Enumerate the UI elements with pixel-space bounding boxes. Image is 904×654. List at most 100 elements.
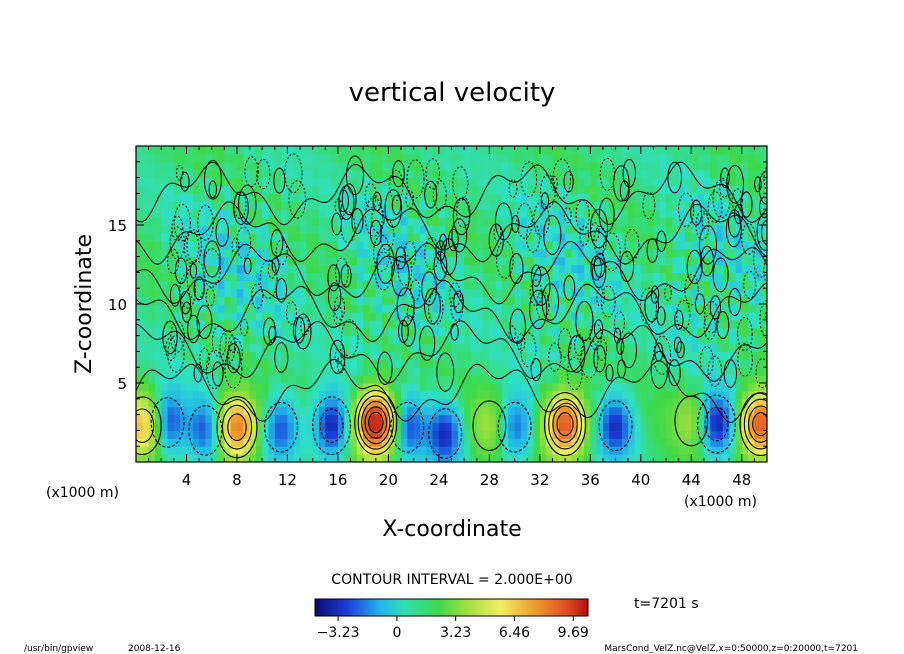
heatmap-cell [647,272,655,281]
heatmap-cell [199,311,207,321]
heatmap-cell [584,422,591,431]
contour-line [369,219,383,246]
heatmap-cell [375,335,383,345]
heatmap-cell [741,264,749,273]
heatmap-cell [344,335,352,345]
contour-line [341,319,359,358]
heatmap-cell [760,375,767,384]
heatmap-cell [205,193,213,202]
heatmap-cell [590,280,598,289]
heatmap-cell [312,446,320,455]
heatmap-cell [211,264,219,273]
heatmap-cell [710,319,718,329]
heatmap-cell [546,422,554,431]
heatmap-cell [640,422,648,431]
heatmap-cell [382,398,389,408]
heatmap-cell [211,146,219,155]
heatmap-cell [438,146,446,155]
heatmap-cell [300,169,307,179]
heatmap-cell [154,201,162,210]
heatmap-cell [464,343,472,352]
heatmap-cell [243,390,251,400]
heatmap-cell [684,288,692,297]
heatmap-cell [684,225,692,234]
heatmap-cell [640,280,648,289]
heatmap-cell [230,335,238,345]
heatmap-cell [464,296,472,305]
heatmap-cell [483,406,490,416]
heatmap-cell [136,454,143,462]
heatmap-cell [438,311,446,321]
heatmap-cell [539,406,547,416]
heatmap-cell [640,335,648,345]
heatmap-cell [312,240,320,250]
heatmap-cell [186,240,194,250]
heatmap-cell [684,335,692,345]
heatmap-cell [205,343,213,352]
heatmap-cell [230,177,238,187]
contour-line [712,257,729,293]
heatmap-cell [312,217,320,226]
heatmap-cell [369,240,377,250]
heatmap-cell [281,193,289,202]
heatmap-cell [584,438,591,447]
heatmap-cell [375,232,383,242]
contour-line [286,301,297,325]
heatmap-cell [621,438,629,447]
heatmap-cell [199,225,207,234]
heatmap-cell [243,343,251,352]
heatmap-cell [520,169,528,179]
heatmap-cell [621,454,629,462]
heatmap-cell [312,319,320,329]
heatmap-cell [419,319,427,329]
heatmap-cell [413,351,421,360]
heatmap-cell [602,383,610,392]
heatmap-cell [224,383,232,392]
heatmap-cell [445,272,453,281]
heatmap-cell [470,264,478,273]
heatmap-cell [407,438,415,447]
heatmap-cell [729,304,737,313]
heatmap-cell [293,327,301,337]
heatmap-cell [344,319,352,329]
heatmap-cell [489,414,497,424]
heatmap-cell [501,272,509,281]
heatmap-cell [552,272,560,281]
heatmap-cell [287,232,295,242]
heatmap-cell [192,169,200,179]
heatmap-cell [230,248,238,258]
heatmap-cell [249,146,257,155]
heatmap-cell [344,446,352,455]
contour-line [737,342,753,377]
contour-line [563,275,576,301]
heatmap-cell [388,177,396,187]
heatmap-cell [672,161,680,171]
heatmap-cell [741,375,749,384]
heatmap-cell [697,438,705,447]
heatmap-cell [748,446,755,455]
heatmap-cell [350,248,358,258]
heatmap-cell [136,438,143,447]
heatmap-cell [457,390,465,400]
heatmap-cell [470,232,478,242]
heatmap-cell [546,240,554,250]
contour-line [351,208,364,235]
heatmap-cell [684,375,692,384]
heatmap-cell [634,288,642,297]
heatmap-cell [552,201,560,210]
heatmap-cell [401,296,408,305]
heatmap-cell [445,398,453,408]
heatmap-cell [590,375,598,384]
heatmap-cell [394,232,402,242]
heatmap-cell [527,240,535,250]
heatmap-cell [741,288,749,297]
heatmap-cell [413,161,421,171]
heatmap-cell [716,359,724,368]
heatmap-cell [722,201,730,210]
heatmap-cell [476,446,484,455]
contour-line [452,166,469,202]
heatmap-cell [716,177,724,187]
heatmap-cell [173,177,181,187]
heatmap-cell [224,367,232,376]
heatmap-cell [199,248,207,258]
